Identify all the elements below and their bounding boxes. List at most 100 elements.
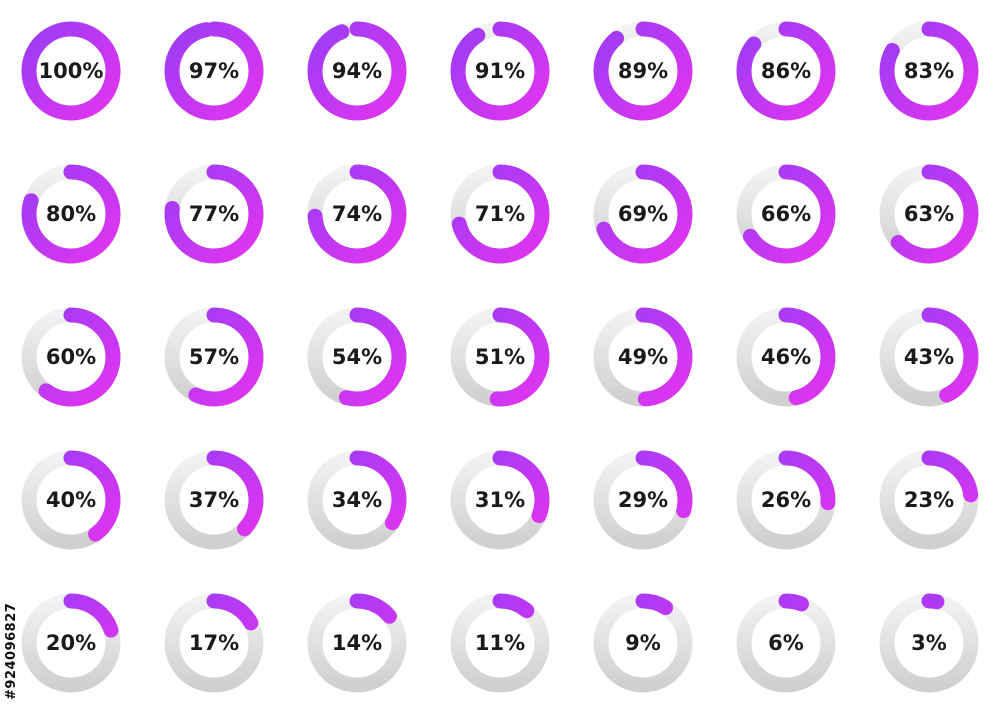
progress-ring-fill [450, 307, 550, 407]
progress-ring-fill [307, 21, 407, 121]
progress-ring-fill [736, 307, 836, 407]
progress-ring-label: 3% [911, 631, 947, 655]
progress-ring: 54% [307, 307, 407, 407]
progress-ring-label: 37% [189, 488, 239, 512]
progress-ring: 69% [593, 164, 693, 264]
side-id-text: #924096827 [4, 602, 19, 700]
progress-ring-label: 17% [189, 631, 239, 655]
progress-ring: 66% [736, 164, 836, 264]
progress-ring-fill [307, 450, 407, 550]
progress-ring-fill [21, 307, 121, 407]
progress-ring-fill [593, 21, 693, 121]
progress-ring: 3% [879, 593, 979, 693]
progress-ring: 20% [21, 593, 121, 693]
progress-ring-fill [164, 307, 264, 407]
progress-ring: 14% [307, 593, 407, 693]
progress-ring: 40% [21, 450, 121, 550]
progress-ring-fill [736, 164, 836, 264]
progress-ring-label: 57% [189, 345, 239, 369]
progress-ring: 31% [450, 450, 550, 550]
progress-ring-fill [21, 450, 121, 550]
progress-ring-label: 100% [39, 59, 104, 83]
progress-ring: 80% [21, 164, 121, 264]
progress-ring: 86% [736, 21, 836, 121]
progress-ring-fill [879, 164, 979, 264]
progress-ring-label: 29% [618, 488, 668, 512]
progress-ring-label: 71% [475, 202, 525, 226]
progress-ring: 89% [593, 21, 693, 121]
progress-ring: 94% [307, 21, 407, 121]
progress-ring-fill [164, 593, 264, 693]
progress-ring-fill [164, 164, 264, 264]
progress-ring-fill [879, 21, 979, 121]
progress-ring-label: 63% [904, 202, 954, 226]
progress-ring-label: 46% [761, 345, 811, 369]
progress-ring-label: 51% [475, 345, 525, 369]
progress-ring: 51% [450, 307, 550, 407]
progress-ring-label: 86% [761, 59, 811, 83]
progress-ring-fill [593, 593, 693, 693]
progress-ring-fill [21, 593, 121, 693]
progress-ring-fill [307, 593, 407, 693]
progress-ring-label: 66% [761, 202, 811, 226]
progress-ring-fill [593, 307, 693, 407]
progress-ring-label: 31% [475, 488, 525, 512]
progress-ring-label: 23% [904, 488, 954, 512]
progress-ring-label: 89% [618, 59, 668, 83]
progress-ring-fill [21, 164, 121, 264]
progress-ring-label: 94% [332, 59, 382, 83]
progress-ring: 46% [736, 307, 836, 407]
progress-ring: 37% [164, 450, 264, 550]
progress-ring-label: 11% [475, 631, 525, 655]
progress-ring-label: 80% [46, 202, 96, 226]
progress-ring: 11% [450, 593, 550, 693]
progress-ring-fill [450, 164, 550, 264]
progress-ring: 43% [879, 307, 979, 407]
progress-ring-fill [593, 164, 693, 264]
progress-ring: 77% [164, 164, 264, 264]
progress-ring: 97% [164, 21, 264, 121]
progress-ring-label: 49% [618, 345, 668, 369]
progress-ring-fill [450, 593, 550, 693]
progress-ring-label: 26% [761, 488, 811, 512]
progress-ring: 74% [307, 164, 407, 264]
progress-ring: 9% [593, 593, 693, 693]
progress-ring-label: 60% [46, 345, 96, 369]
progress-ring: 57% [164, 307, 264, 407]
progress-ring-label: 54% [332, 345, 382, 369]
progress-ring: 6% [736, 593, 836, 693]
progress-ring-label: 40% [46, 488, 96, 512]
progress-ring-fill [307, 307, 407, 407]
progress-ring-label: 97% [189, 59, 239, 83]
progress-ring-label: 91% [475, 59, 525, 83]
progress-ring-label: 83% [904, 59, 954, 83]
progress-ring-fill [879, 450, 979, 550]
progress-ring-fill [307, 164, 407, 264]
progress-ring-fill [879, 307, 979, 407]
progress-ring: 83% [879, 21, 979, 121]
progress-ring: 71% [450, 164, 550, 264]
progress-ring: 60% [21, 307, 121, 407]
progress-ring-label: 77% [189, 202, 239, 226]
progress-ring-fill [736, 450, 836, 550]
progress-ring-fill [164, 21, 264, 121]
progress-ring-label: 43% [904, 345, 954, 369]
progress-ring: 29% [593, 450, 693, 550]
progress-ring-label: 69% [618, 202, 668, 226]
progress-ring-fill [164, 450, 264, 550]
progress-ring-label: 6% [768, 631, 804, 655]
progress-ring-fill [21, 21, 121, 121]
progress-ring: 100% [21, 21, 121, 121]
progress-ring-label: 34% [332, 488, 382, 512]
progress-ring-label: 14% [332, 631, 382, 655]
progress-ring-label: 9% [625, 631, 661, 655]
progress-ring-fill [450, 450, 550, 550]
progress-ring: 17% [164, 593, 264, 693]
progress-ring-fill [593, 450, 693, 550]
progress-ring-label: 74% [332, 202, 382, 226]
progress-ring-fill [736, 21, 836, 121]
progress-ring: 63% [879, 164, 979, 264]
progress-ring-fill [879, 593, 979, 693]
progress-ring: 91% [450, 21, 550, 121]
